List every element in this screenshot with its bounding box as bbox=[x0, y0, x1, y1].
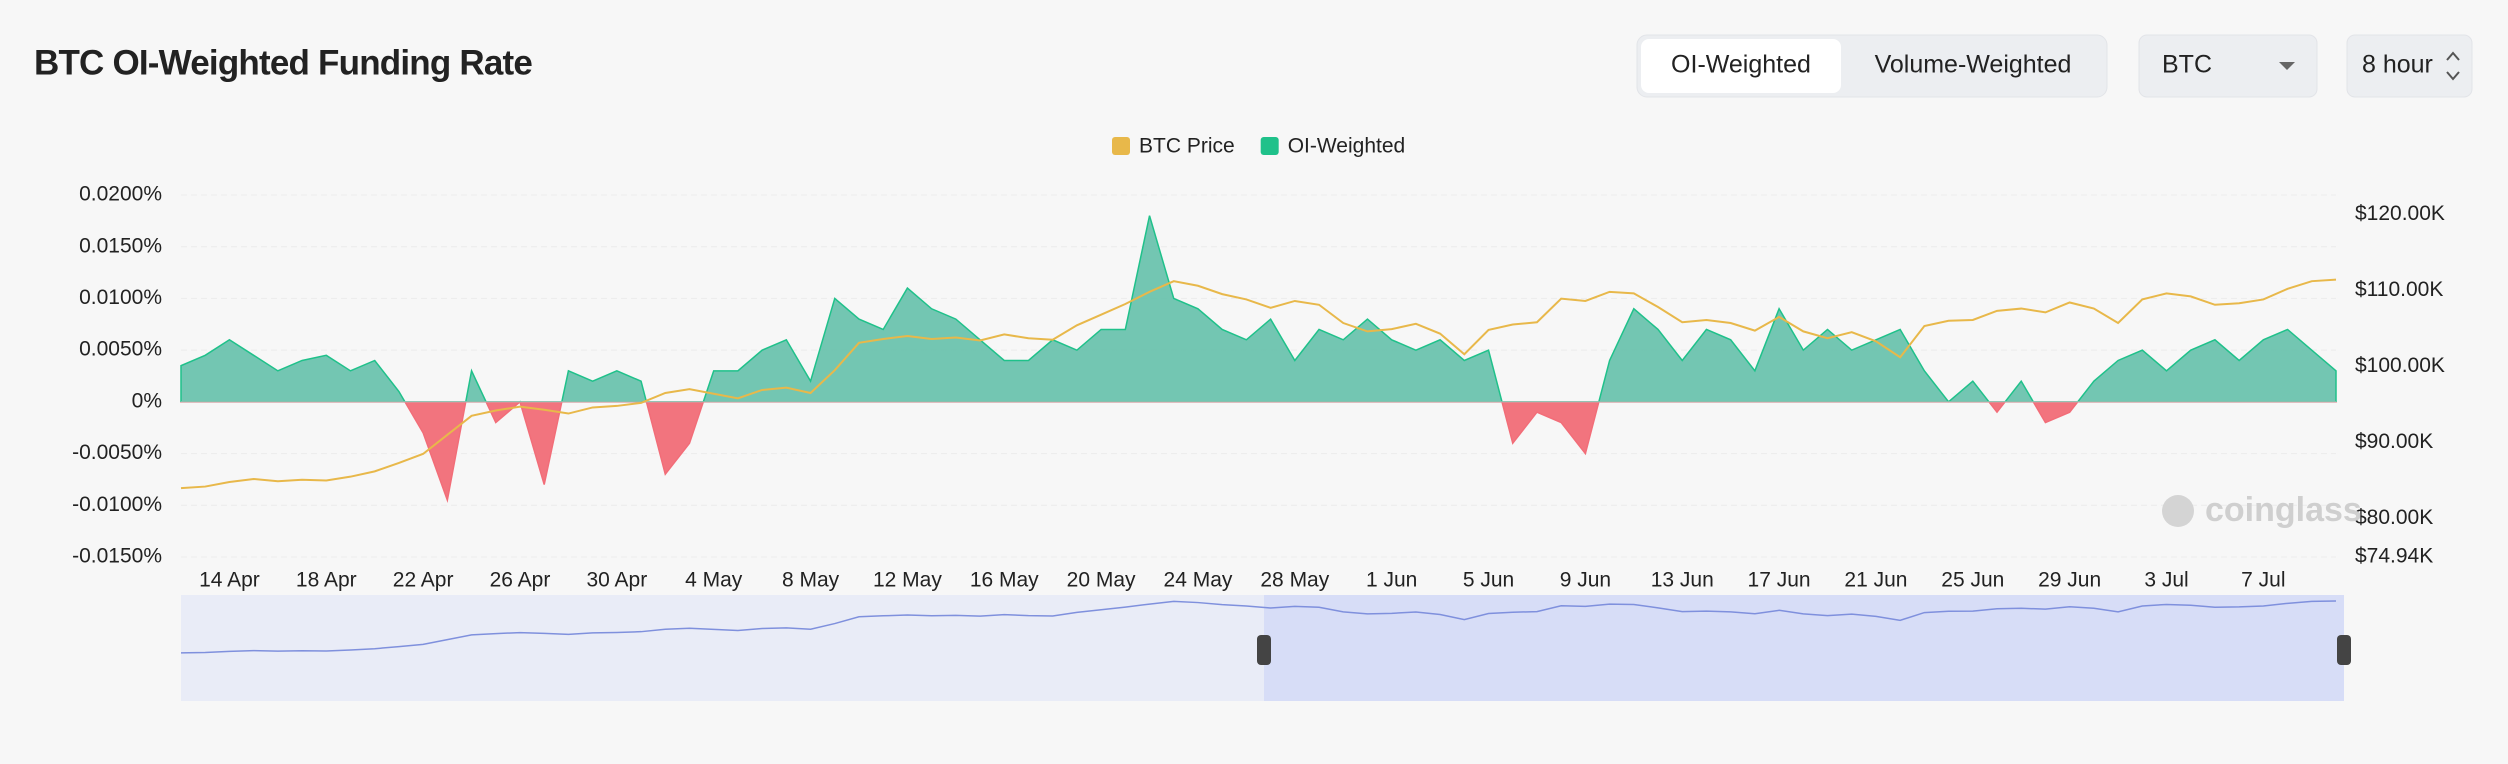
navigator-handle[interactable] bbox=[1257, 635, 1271, 665]
x-tick-label: 17 Jun bbox=[1748, 569, 1811, 592]
x-tick-label: 9 Jun bbox=[1560, 569, 1611, 592]
x-tick-label: 7 Jul bbox=[2241, 569, 2285, 592]
y2-tick-label: $90.00K bbox=[2355, 430, 2433, 453]
x-tick-label: 26 Apr bbox=[490, 569, 551, 592]
x-tick-label: 20 May bbox=[1067, 569, 1136, 592]
x-tick-label: 8 May bbox=[782, 569, 840, 592]
x-tick-label: 21 Jun bbox=[1844, 569, 1907, 592]
symbol-value[interactable]: BTC bbox=[2162, 51, 2212, 79]
interval-value[interactable]: 8 hour bbox=[2362, 51, 2433, 79]
navigator-handle[interactable] bbox=[2337, 635, 2351, 665]
watermark: coinglass bbox=[2162, 491, 2362, 529]
y-tick-label: 0.0050% bbox=[79, 338, 162, 361]
watermark-icon bbox=[2162, 495, 2194, 527]
y-tick-label: -0.0150% bbox=[72, 545, 162, 568]
funding-area bbox=[180, 215, 2337, 503]
x-tick-label: 29 Jun bbox=[2038, 569, 2101, 592]
x-tick-label: 25 Jun bbox=[1941, 569, 2004, 592]
x-tick-label: 5 Jun bbox=[1463, 569, 1514, 592]
x-tick-label: 22 Apr bbox=[393, 569, 454, 592]
y-tick-label: -0.0100% bbox=[72, 493, 162, 516]
x-tick-label: 18 Apr bbox=[296, 569, 357, 592]
price-line bbox=[180, 278, 2337, 490]
x-tick-label: 1 Jun bbox=[1366, 569, 1417, 592]
navigator-selection bbox=[1264, 595, 2344, 701]
y2-tick-label: $110.00K bbox=[2355, 278, 2443, 301]
x-tick-label: 28 May bbox=[1260, 569, 1329, 592]
x-tick-label: 3 Jul bbox=[2144, 569, 2188, 592]
y-tick-label: 0.0100% bbox=[79, 286, 162, 309]
y-tick-label: 0% bbox=[132, 389, 162, 412]
mode-button-active[interactable] bbox=[1641, 39, 1841, 93]
interval-select[interactable] bbox=[2346, 34, 2473, 98]
legend-label: BTC Price bbox=[1139, 135, 1235, 158]
y-tick-label: -0.0050% bbox=[72, 441, 162, 464]
x-tick-label: 24 May bbox=[1164, 569, 1233, 592]
y2-tick-label: $80.00K bbox=[2355, 506, 2433, 529]
x-tick-label: 30 Apr bbox=[586, 569, 647, 592]
x-tick-label: 12 May bbox=[873, 569, 942, 592]
watermark-text: coinglass bbox=[2205, 491, 2362, 529]
y-tick-label: 0.0200% bbox=[79, 183, 162, 206]
x-tick-label: 16 May bbox=[970, 569, 1039, 592]
x-tick-label: 13 Jun bbox=[1651, 569, 1714, 592]
y2-tick-label: $74.94K bbox=[2355, 545, 2433, 568]
symbol-select[interactable] bbox=[2138, 34, 2318, 98]
y-tick-label: 0.0150% bbox=[79, 234, 162, 257]
navigator-line bbox=[180, 600, 2337, 654]
mode-label[interactable]: Volume-Weighted bbox=[1875, 51, 2072, 79]
chart-title: BTC OI-Weighted Funding Rate bbox=[34, 43, 532, 82]
x-tick-label: 14 Apr bbox=[199, 569, 260, 592]
dropdown-arrow bbox=[2279, 62, 2295, 70]
x-tick-label: 4 May bbox=[685, 569, 743, 592]
legend-swatch bbox=[1260, 137, 1279, 155]
y2-tick-label: $120.00K bbox=[2355, 202, 2445, 225]
legend-label: OI-Weighted bbox=[1288, 135, 1406, 158]
y2-tick-label: $100.00K bbox=[2355, 354, 2445, 377]
mode-label[interactable]: OI-Weighted bbox=[1671, 51, 1811, 79]
legend-swatch bbox=[1112, 137, 1130, 155]
spinner-arrows bbox=[2446, 51, 2460, 81]
